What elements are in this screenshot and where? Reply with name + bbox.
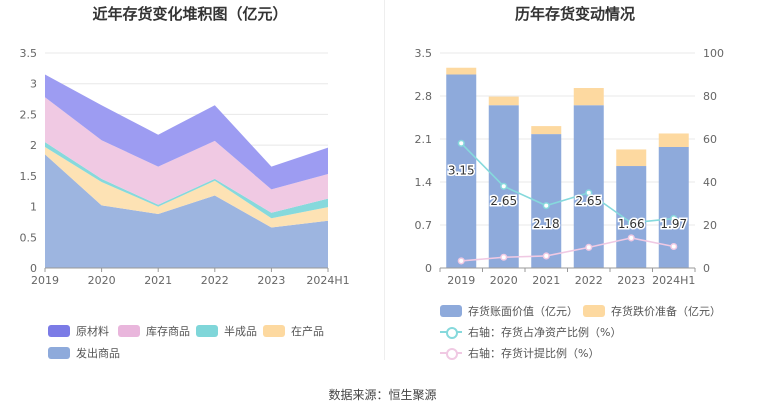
legend-label: 发出商品 bbox=[76, 347, 120, 360]
y-tick-label: 1.5 bbox=[20, 170, 38, 183]
legend-item-raw-materials[interactable]: 原材料 bbox=[48, 323, 109, 339]
y-tick-label: 3.5 bbox=[20, 47, 38, 60]
line-point-0 bbox=[585, 189, 593, 197]
x-tick-label: 2020 bbox=[88, 274, 116, 287]
legend-label: 右轴：存货计提比例（%） bbox=[468, 347, 600, 360]
line-point-0 bbox=[627, 219, 635, 227]
line-point-1 bbox=[627, 234, 635, 242]
y2-tick-label: 40 bbox=[703, 176, 717, 189]
x-tick-label: 2022 bbox=[201, 274, 229, 287]
bar-value-label: 3.15 bbox=[448, 164, 475, 178]
x-tick-label: 2023 bbox=[257, 274, 285, 287]
bar-impairment bbox=[446, 67, 477, 75]
x-tick-label: 2023 bbox=[617, 274, 645, 287]
right-chart-title: 历年存货变动情况 bbox=[514, 5, 635, 23]
x-tick-label: 2021 bbox=[532, 274, 560, 287]
bar-book-value bbox=[616, 166, 647, 268]
y-tick-label: 0 bbox=[425, 262, 432, 275]
legend-swatch bbox=[440, 347, 462, 360]
line-point-1 bbox=[542, 252, 550, 260]
chart-canvas: 0 0.5 1 1.5 2 2.5 3 3.5 2019 2020 2021 2022 2023 2024… bbox=[20, 47, 725, 287]
line-point-1 bbox=[457, 257, 465, 265]
y-tick-label: 0.7 bbox=[415, 219, 433, 232]
y-tick-label: 2.5 bbox=[20, 108, 38, 121]
bar-impairment bbox=[616, 149, 647, 167]
line-1 bbox=[461, 237, 674, 262]
line-point-1 bbox=[500, 253, 508, 261]
y-tick-label: 2.1 bbox=[415, 133, 433, 146]
legend-label: 库存商品 bbox=[146, 325, 190, 338]
y2-tick-label: 20 bbox=[703, 219, 717, 232]
x-tick-label: 2021 bbox=[144, 274, 172, 287]
y-tick-label: 0 bbox=[30, 262, 37, 275]
area-原材料 bbox=[45, 74, 328, 190]
bar-value-label: 1.97 bbox=[660, 217, 687, 231]
y-tick-label: 2 bbox=[30, 139, 37, 152]
y2-tick-label: 60 bbox=[703, 133, 717, 146]
legend-item-provision-ratio[interactable]: 右轴：存货计提比例（%） bbox=[440, 345, 599, 361]
legend-item-wip[interactable]: 在产品 bbox=[263, 323, 324, 339]
bar-value-label: 1.66 bbox=[618, 217, 645, 231]
bar-value-label: 2.18 bbox=[533, 217, 560, 231]
bar-value-label: 2.65 bbox=[575, 194, 602, 208]
bar-book-value bbox=[446, 74, 477, 268]
legend-label: 右轴：存货占净资产比例（%） bbox=[468, 326, 622, 339]
line-point-1 bbox=[670, 242, 678, 251]
left-chart-title: 近年存货变化堆积图（亿元） bbox=[92, 5, 288, 23]
line-point-1 bbox=[585, 243, 593, 251]
legend-swatch bbox=[196, 325, 218, 337]
y-tick-label: 1 bbox=[30, 201, 37, 214]
legend-item-net-asset-ratio[interactable]: 右轴：存货占净资产比例（%） bbox=[440, 324, 621, 340]
line-point-0 bbox=[670, 215, 678, 223]
y-tick-label: 1.4 bbox=[415, 176, 433, 189]
y2-tick-label: 0 bbox=[703, 262, 710, 275]
data-source: 数据来源：恒生聚源 bbox=[328, 388, 437, 402]
legend-label: 存货账面价值（亿元） bbox=[468, 305, 578, 318]
y-tick-label: 3 bbox=[30, 78, 37, 91]
area-库存商品 bbox=[45, 97, 328, 213]
bar-impairment bbox=[531, 126, 562, 135]
legend-item-shipped-goods[interactable]: 发出商品 bbox=[48, 345, 120, 361]
bar-impairment bbox=[488, 96, 519, 106]
y-tick-label: 3.5 bbox=[415, 47, 433, 60]
x-tick-label: 2019 bbox=[447, 274, 475, 287]
legend-item-stock-goods[interactable]: 库存商品 bbox=[118, 323, 190, 339]
line-point-0 bbox=[457, 139, 465, 147]
x-tick-label: 2024H1 bbox=[306, 274, 349, 287]
bar-book-value bbox=[573, 105, 604, 268]
legend-swatch bbox=[48, 325, 70, 337]
legend-swatch bbox=[440, 305, 462, 317]
legend-label: 半成品 bbox=[224, 325, 257, 338]
area-在产品 bbox=[45, 146, 328, 228]
legend-swatch bbox=[583, 305, 605, 317]
x-tick-label: 2020 bbox=[490, 274, 518, 287]
x-tick-label: 2024H1 bbox=[652, 274, 695, 287]
chart-divider bbox=[384, 0, 385, 360]
legend-swatch bbox=[440, 326, 462, 339]
bar-value-label: 2.65 bbox=[490, 194, 517, 208]
y-tick-label: 2.8 bbox=[415, 90, 433, 103]
line-0 bbox=[460, 142, 674, 224]
bar-impairment bbox=[573, 88, 604, 106]
legend-swatch bbox=[118, 325, 140, 337]
line-point-0 bbox=[542, 202, 550, 210]
area-半成品 bbox=[45, 142, 328, 219]
legend-swatch bbox=[48, 347, 70, 359]
y-tick-label: 0.5 bbox=[20, 231, 38, 244]
x-tick-label: 2022 bbox=[575, 274, 603, 287]
x-tick-label: 2019 bbox=[31, 274, 59, 287]
y2-tick-label: 100 bbox=[703, 47, 724, 60]
legend-item-book-value[interactable]: 存货账面价值（亿元） bbox=[440, 303, 578, 319]
legend-item-semi-finished[interactable]: 半成品 bbox=[196, 323, 257, 339]
legend-item-impairment[interactable]: 存货跌价准备（亿元） bbox=[583, 303, 721, 319]
legend-swatch bbox=[263, 325, 285, 337]
line-point-0 bbox=[500, 182, 508, 190]
legend-label: 存货跌价准备（亿元） bbox=[611, 305, 721, 318]
legend-label: 在产品 bbox=[291, 325, 324, 338]
y2-tick-label: 80 bbox=[703, 90, 717, 103]
bar-impairment bbox=[658, 133, 689, 147]
area-发出商品 bbox=[45, 154, 328, 268]
legend-label: 原材料 bbox=[76, 325, 109, 338]
